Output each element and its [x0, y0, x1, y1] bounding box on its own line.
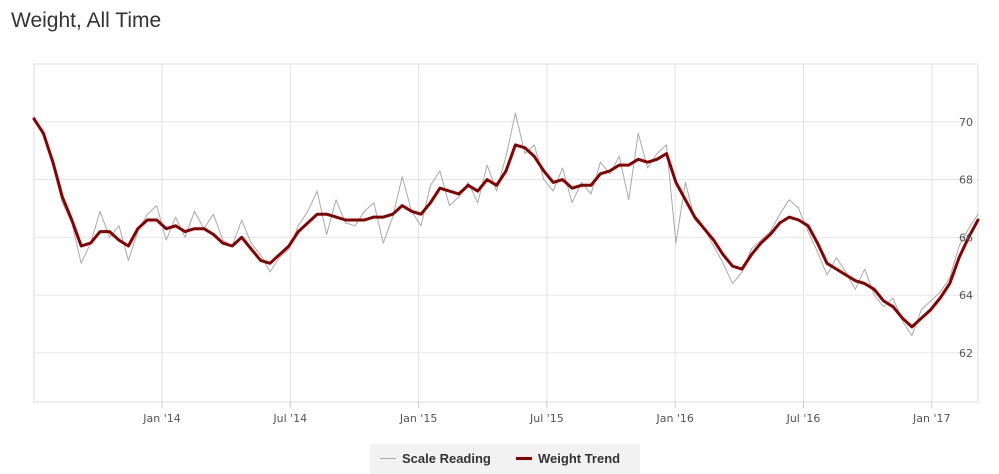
- x-tick-label: Jul '14: [272, 412, 307, 425]
- y-tick-label: 66: [959, 231, 973, 244]
- legend: Scale Reading Weight Trend: [370, 444, 640, 474]
- series-lines: [32, 112, 980, 337]
- weight-chart: Jan '14 Jul '14 Jan '15 Jul '15 Jan '16 Jul '…: [32, 63, 980, 425]
- x-tick-label: Jan '17: [912, 412, 950, 425]
- legend-label-weight-trend: Weight Trend: [538, 451, 621, 466]
- x-tick-label: Jan '15: [399, 412, 437, 425]
- x-axis-ticks: Jan '14 Jul '14 Jan '15 Jul '15 Jan '16 Jul '…: [142, 402, 951, 425]
- x-tick-label: Jul '16: [786, 412, 821, 425]
- grid-lines: [33, 63, 979, 403]
- plot-border: [33, 63, 979, 403]
- y-tick-label: 64: [959, 289, 973, 302]
- y-tick-label: 70: [959, 116, 973, 129]
- y-tick-label: 62: [959, 347, 973, 360]
- legend-item-weight-trend[interactable]: Weight Trend: [516, 451, 620, 466]
- x-tick-label: Jul '15: [529, 412, 564, 425]
- weight-trend-swatch: [516, 457, 532, 460]
- x-tick-label: Jan '16: [655, 412, 693, 425]
- y-axis-ticks: 62 64 66 68 70: [959, 116, 973, 360]
- scale-reading-swatch: [380, 458, 396, 459]
- weight-trend-line: [32, 117, 980, 329]
- legend-item-scale-reading[interactable]: Scale Reading: [380, 451, 491, 466]
- chart-title: Weight, All Time: [11, 9, 162, 32]
- scale-reading-line: [33, 112, 979, 337]
- legend-label-scale-reading: Scale Reading: [402, 451, 491, 466]
- x-tick-label: Jan '14: [142, 412, 180, 425]
- y-tick-label: 68: [959, 174, 973, 187]
